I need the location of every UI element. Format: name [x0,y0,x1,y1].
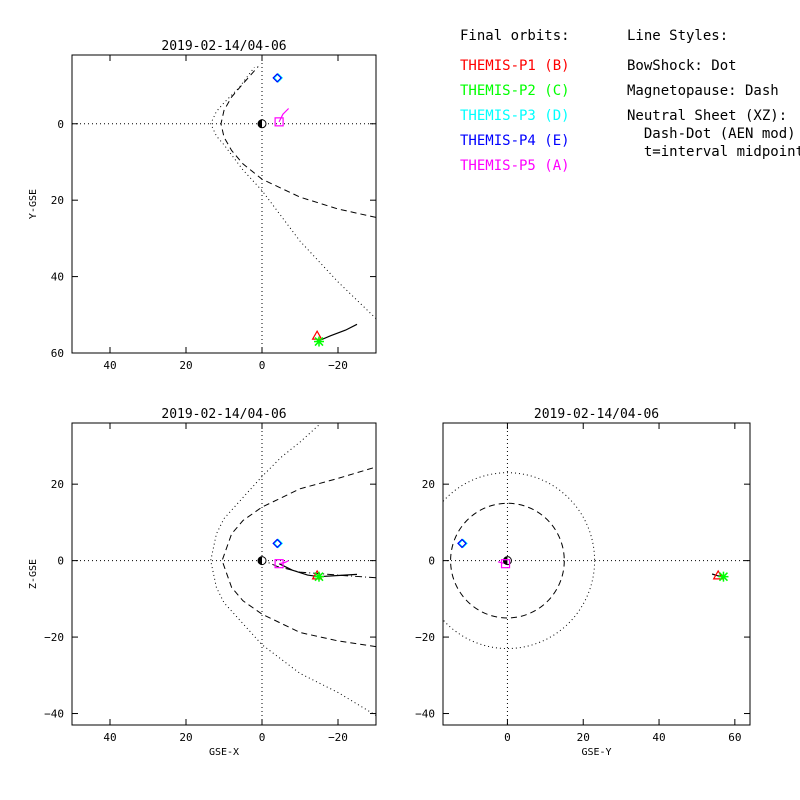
x-tick-label: 20 [179,359,192,372]
magnetopause-curve [221,466,376,648]
y-tick-label: −40 [44,708,64,721]
bow-shock-curve [210,66,376,319]
x-tick-label: 40 [103,731,116,744]
line-style-neutral-sheet: Neutral Sheet (XZ): [627,108,787,124]
plot-area-1 [72,55,376,353]
y-tick-label: 20 [51,194,64,207]
earth-night-side [258,556,262,565]
axes-frame [71,54,377,354]
y-tick-label: 20 [422,478,435,491]
legend-probe-p3: THEMIS-P3 (D) [460,108,570,124]
x-tick-label: 0 [504,731,511,744]
x-tick-label: −20 [328,731,348,744]
earth-night-side [503,556,508,565]
legend-probe-p5: THEMIS-P5 (A) [460,158,570,174]
probe-marker-themis-p1 [311,329,323,340]
x-tick-label: 0 [259,731,266,744]
y-axis-label: Z-GSE [28,559,39,589]
line-style-neutral-sheet-detail: Dash-Dot (AEN mod) [627,126,796,142]
y-tick-label: 60 [51,347,64,360]
y-tick-label: −20 [44,631,64,644]
line-style-bowshock: BowShock: Dot [627,58,737,74]
magnetopause-curve [450,502,565,619]
y-tick-label: 20 [51,478,64,491]
probe-marker-themis-p4 [457,538,467,549]
legend-probe-p1: THEMIS-P1 (B) [460,58,570,74]
probe-marker-themis-p1 [712,569,724,580]
probe-marker-themis-p5 [500,559,511,569]
bow-shock-curve [443,472,596,650]
legend-probe-p2: THEMIS-P2 (C) [460,83,570,99]
orbit-track-themis-p1 [316,323,358,343]
x-axis-label: GSE-X [209,747,239,758]
plot-area-2 [72,423,376,725]
orbits-legend-title: Final orbits: [460,28,570,44]
axes-frame [71,422,377,726]
probe-marker-themis-p5 [274,117,284,127]
axes-frame [442,422,751,726]
probe-marker-themis-p2 [314,336,324,347]
probe-marker-themis-p4 [272,538,283,549]
legend-probe-p4: THEMIS-P4 (E) [460,133,570,149]
line-style-midpoint-note: t=interval midpoint [627,144,800,160]
plot-area-3 [443,423,750,725]
probe-marker-themis-p2 [718,571,729,582]
panel-title: 2019-02-14/04-06 [161,407,286,422]
magnetopause-curve [220,66,376,218]
panel-title: 2019-02-14/04-06 [161,39,286,54]
x-tick-label: 40 [652,731,665,744]
x-axis-label: GSE-Y [581,747,611,758]
line-style-magnetopause: Magnetopause: Dash [627,83,779,99]
orbit-track-themis-p1 [278,563,358,578]
orbit-track-themis-p5 [278,108,290,123]
y-tick-label: 40 [51,271,64,284]
probe-marker-themis-p2 [314,571,324,582]
x-tick-label: 0 [259,359,266,372]
x-tick-label: 60 [728,731,741,744]
x-tick-label: 20 [577,731,590,744]
y-tick-label: −40 [415,708,435,721]
probe-marker-themis-p5 [274,559,284,569]
y-tick-label: 0 [57,118,64,131]
probe-marker-themis-p4 [272,73,283,83]
x-tick-label: 20 [179,731,192,744]
panel-title: 2019-02-14/04-06 [534,407,659,422]
earth-night-side [258,119,262,128]
x-tick-label: −20 [328,359,348,372]
orbit-panel-1: 40 20 0 −20 0 20 40 60 2019-02-14/04-06 Y-GSE [28,39,377,372]
probe-marker-themis-p3 [273,73,284,83]
y-axis-label: Y-GSE [28,189,39,219]
x-tick-label: 40 [103,359,116,372]
probe-marker-themis-p3 [273,538,284,549]
legend: Final orbits: THEMIS-P1 (B) THEMIS-P2 (C… [460,28,800,174]
line-styles-title: Line Styles: [627,28,728,44]
y-tick-label: 0 [428,555,435,568]
y-tick-label: −20 [415,631,435,644]
orbit-track-themis-p5 [278,560,289,565]
y-tick-label: 0 [57,555,64,568]
orbit-panel-3: 0 20 40 60 20 0 −20 −40 2019-02-14/04-06 GSE-Y [415,407,751,758]
orbit-panel-2: 40 20 0 −20 20 0 −20 −40 2019-02-14/04-06 GSE-X Z-… [28,407,377,758]
probe-marker-themis-p3 [458,538,468,549]
